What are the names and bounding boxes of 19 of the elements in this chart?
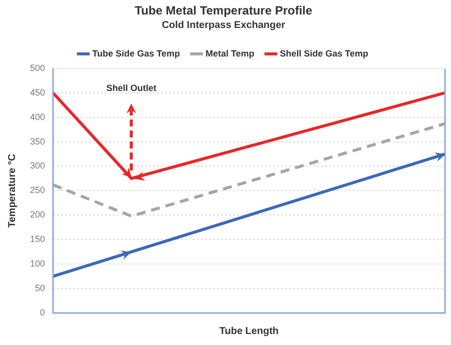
legend-label: Shell Side Gas Temp xyxy=(280,48,369,58)
y-tick-label: 100 xyxy=(30,258,46,269)
chart-title: Tube Metal Temperature Profile xyxy=(134,4,313,18)
y-axis-title: Temperature °C xyxy=(6,154,18,228)
y-tick-label: 300 xyxy=(30,160,46,171)
y-tick-label: 250 xyxy=(30,185,46,196)
y-tick-label: 450 xyxy=(30,87,46,98)
y-tick-label: 500 xyxy=(30,62,46,73)
y-tick-label: 150 xyxy=(30,234,46,244)
legend-label: Metal Temp xyxy=(205,48,255,58)
legend-label: Tube Side Gas Temp xyxy=(92,48,180,58)
chart-subtitle: Cold Interpass Exchanger xyxy=(162,20,286,32)
y-tick-label: 400 xyxy=(30,112,46,122)
annotation: Shell Outlet xyxy=(106,82,156,93)
y-tick-label: 0 xyxy=(40,307,46,318)
y-tick-label: 50 xyxy=(35,283,46,294)
y-tick-label: 350 xyxy=(30,136,46,146)
y-tick-label: 200 xyxy=(30,210,46,220)
x-axis-title: Tube Length xyxy=(219,326,279,337)
